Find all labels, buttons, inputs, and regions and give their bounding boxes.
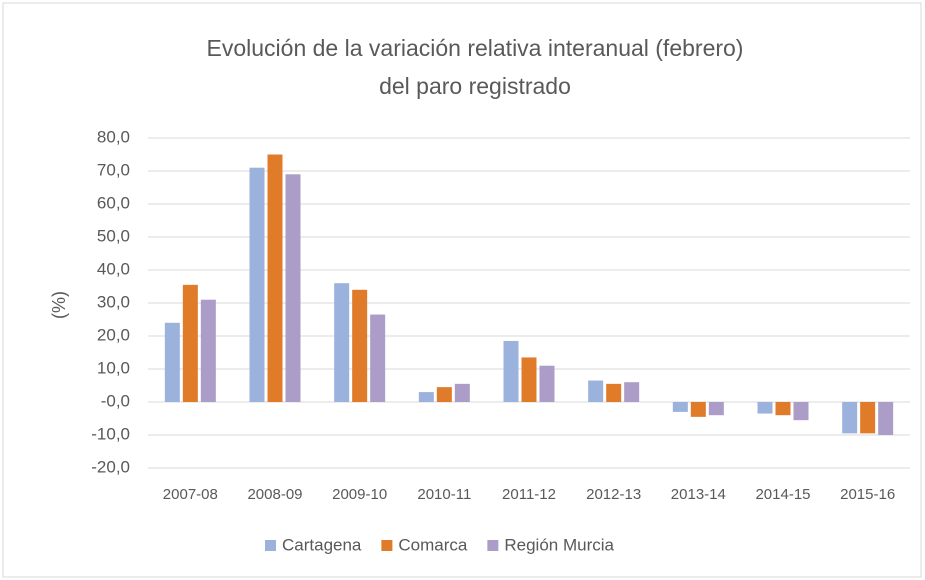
x-tick-label: 2015-16 (840, 486, 895, 503)
bar (606, 383, 622, 402)
bar (285, 174, 301, 402)
y-tick-label: 20,0 (97, 325, 130, 344)
bar (757, 402, 773, 414)
bar (878, 402, 894, 435)
x-tick-label: 2013-14 (671, 486, 726, 503)
y-tick-label: 30,0 (97, 292, 130, 311)
y-tick-label: 60,0 (97, 193, 130, 212)
bar (334, 283, 350, 402)
y-tick-label: 10,0 (97, 358, 130, 377)
chart-title: Evolución de la variación relativa inter… (207, 35, 744, 61)
bar (672, 402, 688, 412)
legend-label: Cartagena (282, 535, 362, 554)
bar (249, 167, 265, 402)
legend-label: Comarca (398, 535, 468, 554)
y-tick-label: 50,0 (97, 226, 130, 245)
y-axis-label: (%) (49, 291, 69, 319)
x-tick-label: 2014-15 (755, 486, 810, 503)
legend-label: Región Murcia (504, 535, 614, 554)
y-tick-label: -10,0 (91, 424, 130, 443)
bar (503, 340, 519, 402)
x-tick-label: 2009-10 (332, 486, 387, 503)
y-tick-label: 40,0 (97, 259, 130, 278)
x-tick-label: 2012-13 (586, 486, 641, 503)
bar (164, 322, 180, 402)
legend-swatch (381, 540, 393, 551)
bar (690, 402, 706, 417)
bar (860, 402, 876, 434)
legend-swatch (487, 540, 499, 551)
legend-swatch (265, 540, 276, 551)
bar (775, 402, 791, 416)
chart-title: del paro registrado (379, 73, 571, 99)
x-tick-label: 2011-12 (502, 486, 556, 503)
y-tick-label: 70,0 (97, 160, 130, 179)
y-tick-label: 80,0 (97, 127, 130, 146)
x-tick-label: 2010-11 (417, 486, 471, 503)
bar (418, 392, 434, 402)
bar (539, 365, 555, 402)
bar (842, 402, 858, 434)
bar (267, 154, 283, 402)
bar (370, 314, 386, 402)
y-tick-label: -0,0 (101, 391, 130, 410)
bar (436, 387, 452, 402)
bar (352, 289, 368, 402)
bar (588, 380, 604, 402)
bar (624, 382, 640, 402)
x-tick-label: 2007-08 (163, 486, 218, 503)
y-tick-label: -20,0 (91, 457, 130, 476)
bar (454, 383, 470, 402)
bar (200, 299, 216, 402)
x-tick-label: 2008-09 (247, 486, 302, 503)
bar (182, 284, 198, 402)
bar (521, 357, 537, 402)
bar (793, 402, 809, 421)
bar (708, 402, 724, 416)
